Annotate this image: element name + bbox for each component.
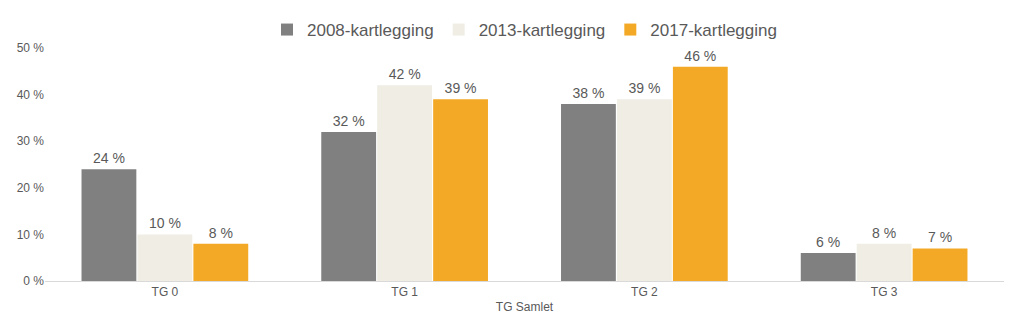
svg-text:20 %: 20 % [17, 181, 45, 195]
svg-text:2013-kartlegging: 2013-kartlegging [479, 21, 606, 40]
svg-text:TG Samlet: TG Samlet [496, 300, 554, 314]
svg-text:10 %: 10 % [149, 215, 181, 231]
svg-text:8 %: 8 % [872, 225, 896, 241]
svg-text:39 %: 39 % [445, 80, 477, 96]
svg-text:0 %: 0 % [23, 274, 44, 288]
svg-text:2017-kartlegging: 2017-kartlegging [650, 21, 777, 40]
svg-text:6 %: 6 % [816, 234, 840, 250]
svg-text:24 %: 24 % [93, 150, 125, 166]
svg-text:50 %: 50 % [17, 41, 45, 55]
svg-text:10 %: 10 % [17, 228, 45, 242]
svg-text:2008-kartlegging: 2008-kartlegging [307, 21, 434, 40]
svg-text:40 %: 40 % [17, 88, 45, 102]
svg-text:46 %: 46 % [684, 48, 716, 64]
svg-text:TG 2: TG 2 [631, 285, 658, 299]
svg-text:32 %: 32 % [333, 113, 365, 129]
svg-text:39 %: 39 % [628, 80, 660, 96]
svg-text:38 %: 38 % [572, 85, 604, 101]
svg-text:TG 3: TG 3 [871, 285, 898, 299]
svg-text:30 %: 30 % [17, 134, 45, 148]
svg-text:8 %: 8 % [209, 225, 233, 241]
svg-text:TG 1: TG 1 [391, 285, 418, 299]
svg-text:TG 0: TG 0 [152, 285, 179, 299]
svg-text:42 %: 42 % [389, 66, 421, 82]
svg-text:7 %: 7 % [928, 229, 952, 245]
